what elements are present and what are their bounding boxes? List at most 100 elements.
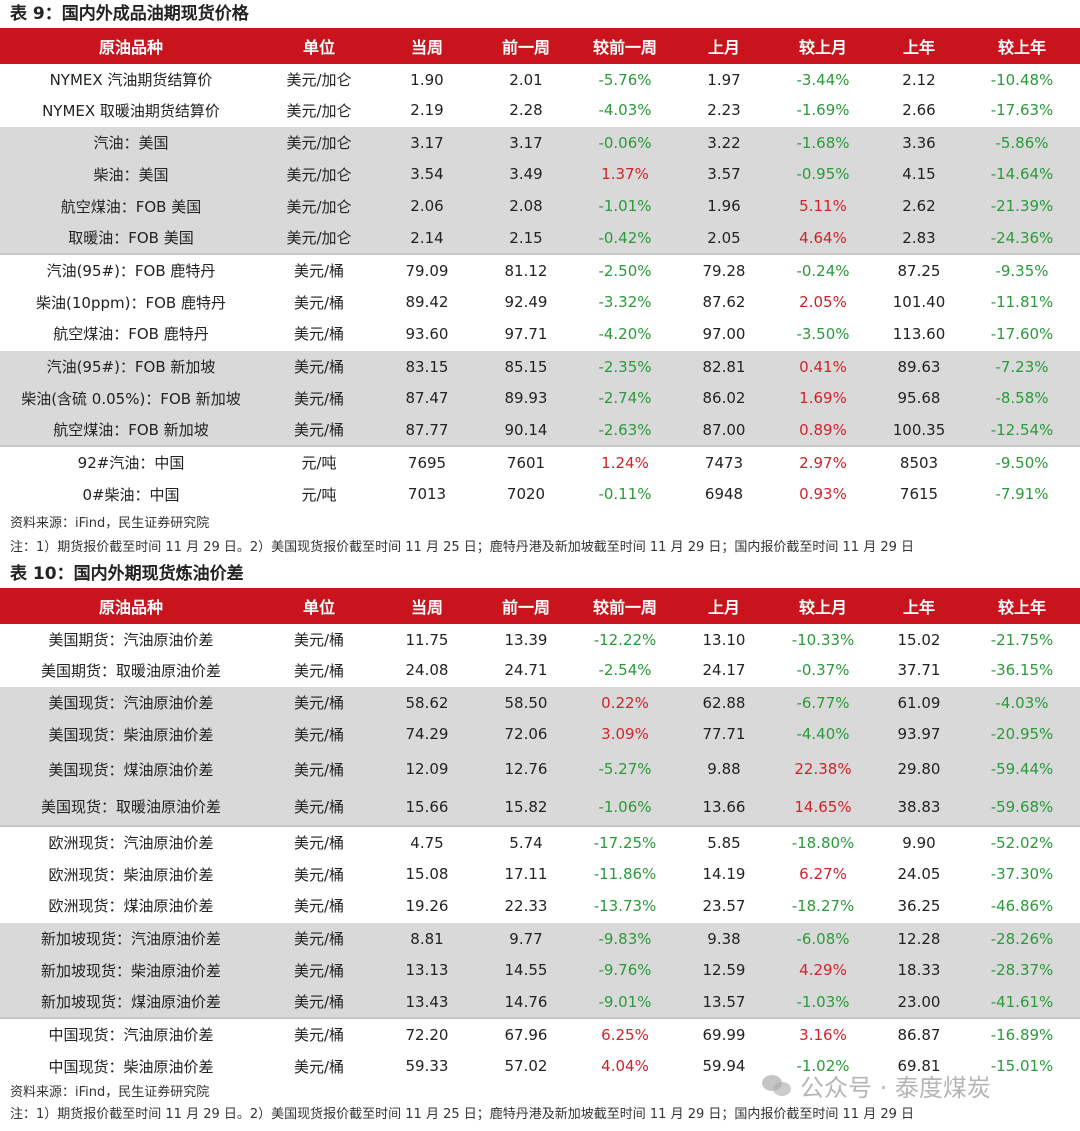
product-name-cell: 欧洲现货：汽油原油价差 <box>0 825 262 858</box>
table-row: 航空煤油：FOB 美国 美元/加仑 2.06 2.08 -1.01% 1.96 5.11% 2… <box>0 190 1080 222</box>
table-row: 取暖油：FOB 美国 美元/加仑 2.14 2.15 -0.42% 2.05 4.64% 2.… <box>0 222 1080 254</box>
table-row: 汽油：美国 美元/加仑 3.17 3.17 -0.06% 3.22 -1.68% 3.36 -5… <box>0 125 1080 158</box>
last-year-cell: 18.33 <box>874 954 964 986</box>
month-change-cell: -1.68% <box>772 125 874 158</box>
current-week-cell: 93.60 <box>376 318 478 350</box>
table-row: 柴油：美国 美元/加仑 3.54 3.49 1.37% 3.57 -0.95% 4.15 -14… <box>0 158 1080 190</box>
column-header: 上年 <box>874 588 964 624</box>
last-year-cell: 89.63 <box>874 349 964 382</box>
product-name-cell: 中国现货：柴油原油价差 <box>0 1050 262 1082</box>
last-month-cell: 24.17 <box>676 655 772 686</box>
week-change-cell: -4.20% <box>574 318 676 350</box>
table-row: 航空煤油：FOB 新加坡 美元/桶 87.77 90.14 -2.63% 87.00 0.8… <box>0 414 1080 446</box>
previous-week-cell: 17.11 <box>478 858 574 890</box>
last-year-cell: 38.83 <box>874 788 964 826</box>
column-header: 前一周 <box>478 588 574 624</box>
current-week-cell: 19.26 <box>376 890 478 922</box>
product-name-cell: 欧洲现货：柴油原油价差 <box>0 858 262 890</box>
last-year-cell: 93.97 <box>874 718 964 750</box>
week-change-cell: 1.37% <box>574 158 676 190</box>
last-year-cell: 29.80 <box>874 750 964 788</box>
week-change-cell: 6.25% <box>574 1017 676 1050</box>
year-change-cell: -7.23% <box>964 349 1080 382</box>
month-change-cell: 6.27% <box>772 858 874 890</box>
unit-cell: 美元/加仑 <box>262 158 376 190</box>
week-change-cell: -12.22% <box>574 624 676 655</box>
year-change-cell: -41.61% <box>964 986 1080 1018</box>
last-year-cell: 23.00 <box>874 986 964 1018</box>
column-header: 较前一周 <box>574 588 676 624</box>
column-header: 较前一周 <box>574 28 676 64</box>
table-row: 柴油(含硫 0.05%)：FOB 新加坡 美元/桶 87.47 89.93 -2.74%… <box>0 382 1080 414</box>
previous-week-cell: 89.93 <box>478 382 574 414</box>
week-change-cell: -3.32% <box>574 286 676 318</box>
week-change-cell: -5.27% <box>574 750 676 788</box>
product-name-cell: 92#汽油：中国 <box>0 445 262 478</box>
unit-cell: 美元/桶 <box>262 624 376 655</box>
previous-week-cell: 14.76 <box>478 986 574 1018</box>
product-name-cell: 取暖油：FOB 美国 <box>0 222 262 254</box>
unit-cell: 美元/桶 <box>262 1050 376 1082</box>
table-row: 0#柴油：中国 元/吨 7013 7020 -0.11% 6948 0.93% 7615 -7.… <box>0 478 1080 510</box>
product-name-cell: 新加坡现货：柴油原油价差 <box>0 954 262 986</box>
week-change-cell: -0.42% <box>574 222 676 254</box>
column-header: 上月 <box>676 588 772 624</box>
unit-cell: 美元/加仑 <box>262 190 376 222</box>
unit-cell: 美元/桶 <box>262 1017 376 1050</box>
table-row: 中国现货：柴油原油价差 美元/桶 59.33 57.02 4.04% 59.94 -1.02… <box>0 1050 1080 1082</box>
table-row: 航空煤油：FOB 鹿特丹 美元/桶 93.60 97.71 -4.20% 97.00 -3.… <box>0 318 1080 350</box>
year-change-cell: -17.63% <box>964 95 1080 126</box>
year-change-cell: -59.44% <box>964 750 1080 788</box>
unit-cell: 美元/桶 <box>262 858 376 890</box>
previous-week-cell: 15.82 <box>478 788 574 826</box>
year-change-cell: -28.26% <box>964 921 1080 954</box>
month-change-cell: 0.41% <box>772 349 874 382</box>
last-month-cell: 87.00 <box>676 414 772 446</box>
last-year-cell: 101.40 <box>874 286 964 318</box>
table-row: 新加坡现货：煤油原油价差 美元/桶 13.43 14.76 -9.01% 13.57 -1.… <box>0 986 1080 1018</box>
product-name-cell: 航空煤油：FOB 新加坡 <box>0 414 262 446</box>
previous-week-cell: 7601 <box>478 445 574 478</box>
product-name-cell: 航空煤油：FOB 鹿特丹 <box>0 318 262 350</box>
current-week-cell: 15.08 <box>376 858 478 890</box>
table-10-title: 表 10：国内外期现货炼油价差 <box>10 564 244 584</box>
year-change-cell: -28.37% <box>964 954 1080 986</box>
last-month-cell: 77.71 <box>676 718 772 750</box>
month-change-cell: -1.69% <box>772 95 874 126</box>
unit-cell: 美元/桶 <box>262 253 376 286</box>
product-name-cell: 汽油(95#)：FOB 新加坡 <box>0 349 262 382</box>
current-week-cell: 2.19 <box>376 95 478 126</box>
table-row: 欧洲现货：汽油原油价差 美元/桶 4.75 5.74 -17.25% 5.85 -18.80… <box>0 825 1080 858</box>
current-week-cell: 87.77 <box>376 414 478 446</box>
last-year-cell: 2.12 <box>874 64 964 95</box>
month-change-cell: -0.37% <box>772 655 874 686</box>
previous-week-cell: 85.15 <box>478 349 574 382</box>
current-week-cell: 2.14 <box>376 222 478 254</box>
last-month-cell: 69.99 <box>676 1017 772 1050</box>
last-month-cell: 13.57 <box>676 986 772 1018</box>
unit-cell: 美元/加仑 <box>262 222 376 254</box>
product-name-cell: 柴油(含硫 0.05%)：FOB 新加坡 <box>0 382 262 414</box>
product-name-cell: 0#柴油：中国 <box>0 478 262 510</box>
year-change-cell: -8.58% <box>964 382 1080 414</box>
table-9-note: 注：1）期货报价截至时间 11 月 29 日。2）美国现货报价截至时间 11 月… <box>10 540 914 555</box>
table-row: 中国现货：汽油原油价差 美元/桶 72.20 67.96 6.25% 69.99 3.16%… <box>0 1017 1080 1050</box>
table-row: 美国现货：取暖油原油价差 美元/桶 15.66 15.82 -1.06% 13.66 14.… <box>0 788 1080 826</box>
previous-week-cell: 3.17 <box>478 125 574 158</box>
product-name-cell: 美国现货：汽油原油价差 <box>0 685 262 718</box>
table-row: 柴油(10ppm)：FOB 鹿特丹 美元/桶 89.42 92.49 -3.32% 87.… <box>0 286 1080 318</box>
month-change-cell: -1.03% <box>772 986 874 1018</box>
year-change-cell: -46.86% <box>964 890 1080 922</box>
year-change-cell: -59.68% <box>964 788 1080 826</box>
last-month-cell: 1.97 <box>676 64 772 95</box>
current-week-cell: 59.33 <box>376 1050 478 1082</box>
last-month-cell: 87.62 <box>676 286 772 318</box>
last-year-cell: 87.25 <box>874 253 964 286</box>
table-row: 欧洲现货：柴油原油价差 美元/桶 15.08 17.11 -11.86% 14.19 6.2… <box>0 858 1080 890</box>
month-change-cell: 22.38% <box>772 750 874 788</box>
unit-cell: 元/吨 <box>262 478 376 510</box>
week-change-cell: -9.76% <box>574 954 676 986</box>
year-change-cell: -12.54% <box>964 414 1080 446</box>
refining-spread-table: 原油品种 单位 当周 前一周 较前一周 上月 较上月 上年 较上年 美国期货：汽油原油价差 美元/… <box>0 588 1080 1082</box>
month-change-cell: 0.89% <box>772 414 874 446</box>
